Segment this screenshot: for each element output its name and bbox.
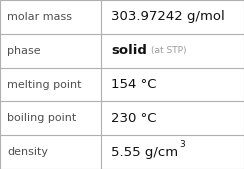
Text: (at STP): (at STP) (151, 46, 186, 55)
Text: 3: 3 (179, 140, 185, 149)
Text: phase: phase (7, 46, 41, 56)
Text: melting point: melting point (7, 79, 82, 90)
Text: 154 °C: 154 °C (111, 78, 156, 91)
Text: molar mass: molar mass (7, 12, 72, 22)
Text: 230 °C: 230 °C (111, 112, 156, 125)
Text: solid: solid (111, 44, 147, 57)
Text: 303.97242 g/mol: 303.97242 g/mol (111, 10, 225, 23)
Text: density: density (7, 147, 48, 157)
Text: 5.55 g/cm: 5.55 g/cm (111, 146, 178, 159)
Text: boiling point: boiling point (7, 113, 77, 123)
